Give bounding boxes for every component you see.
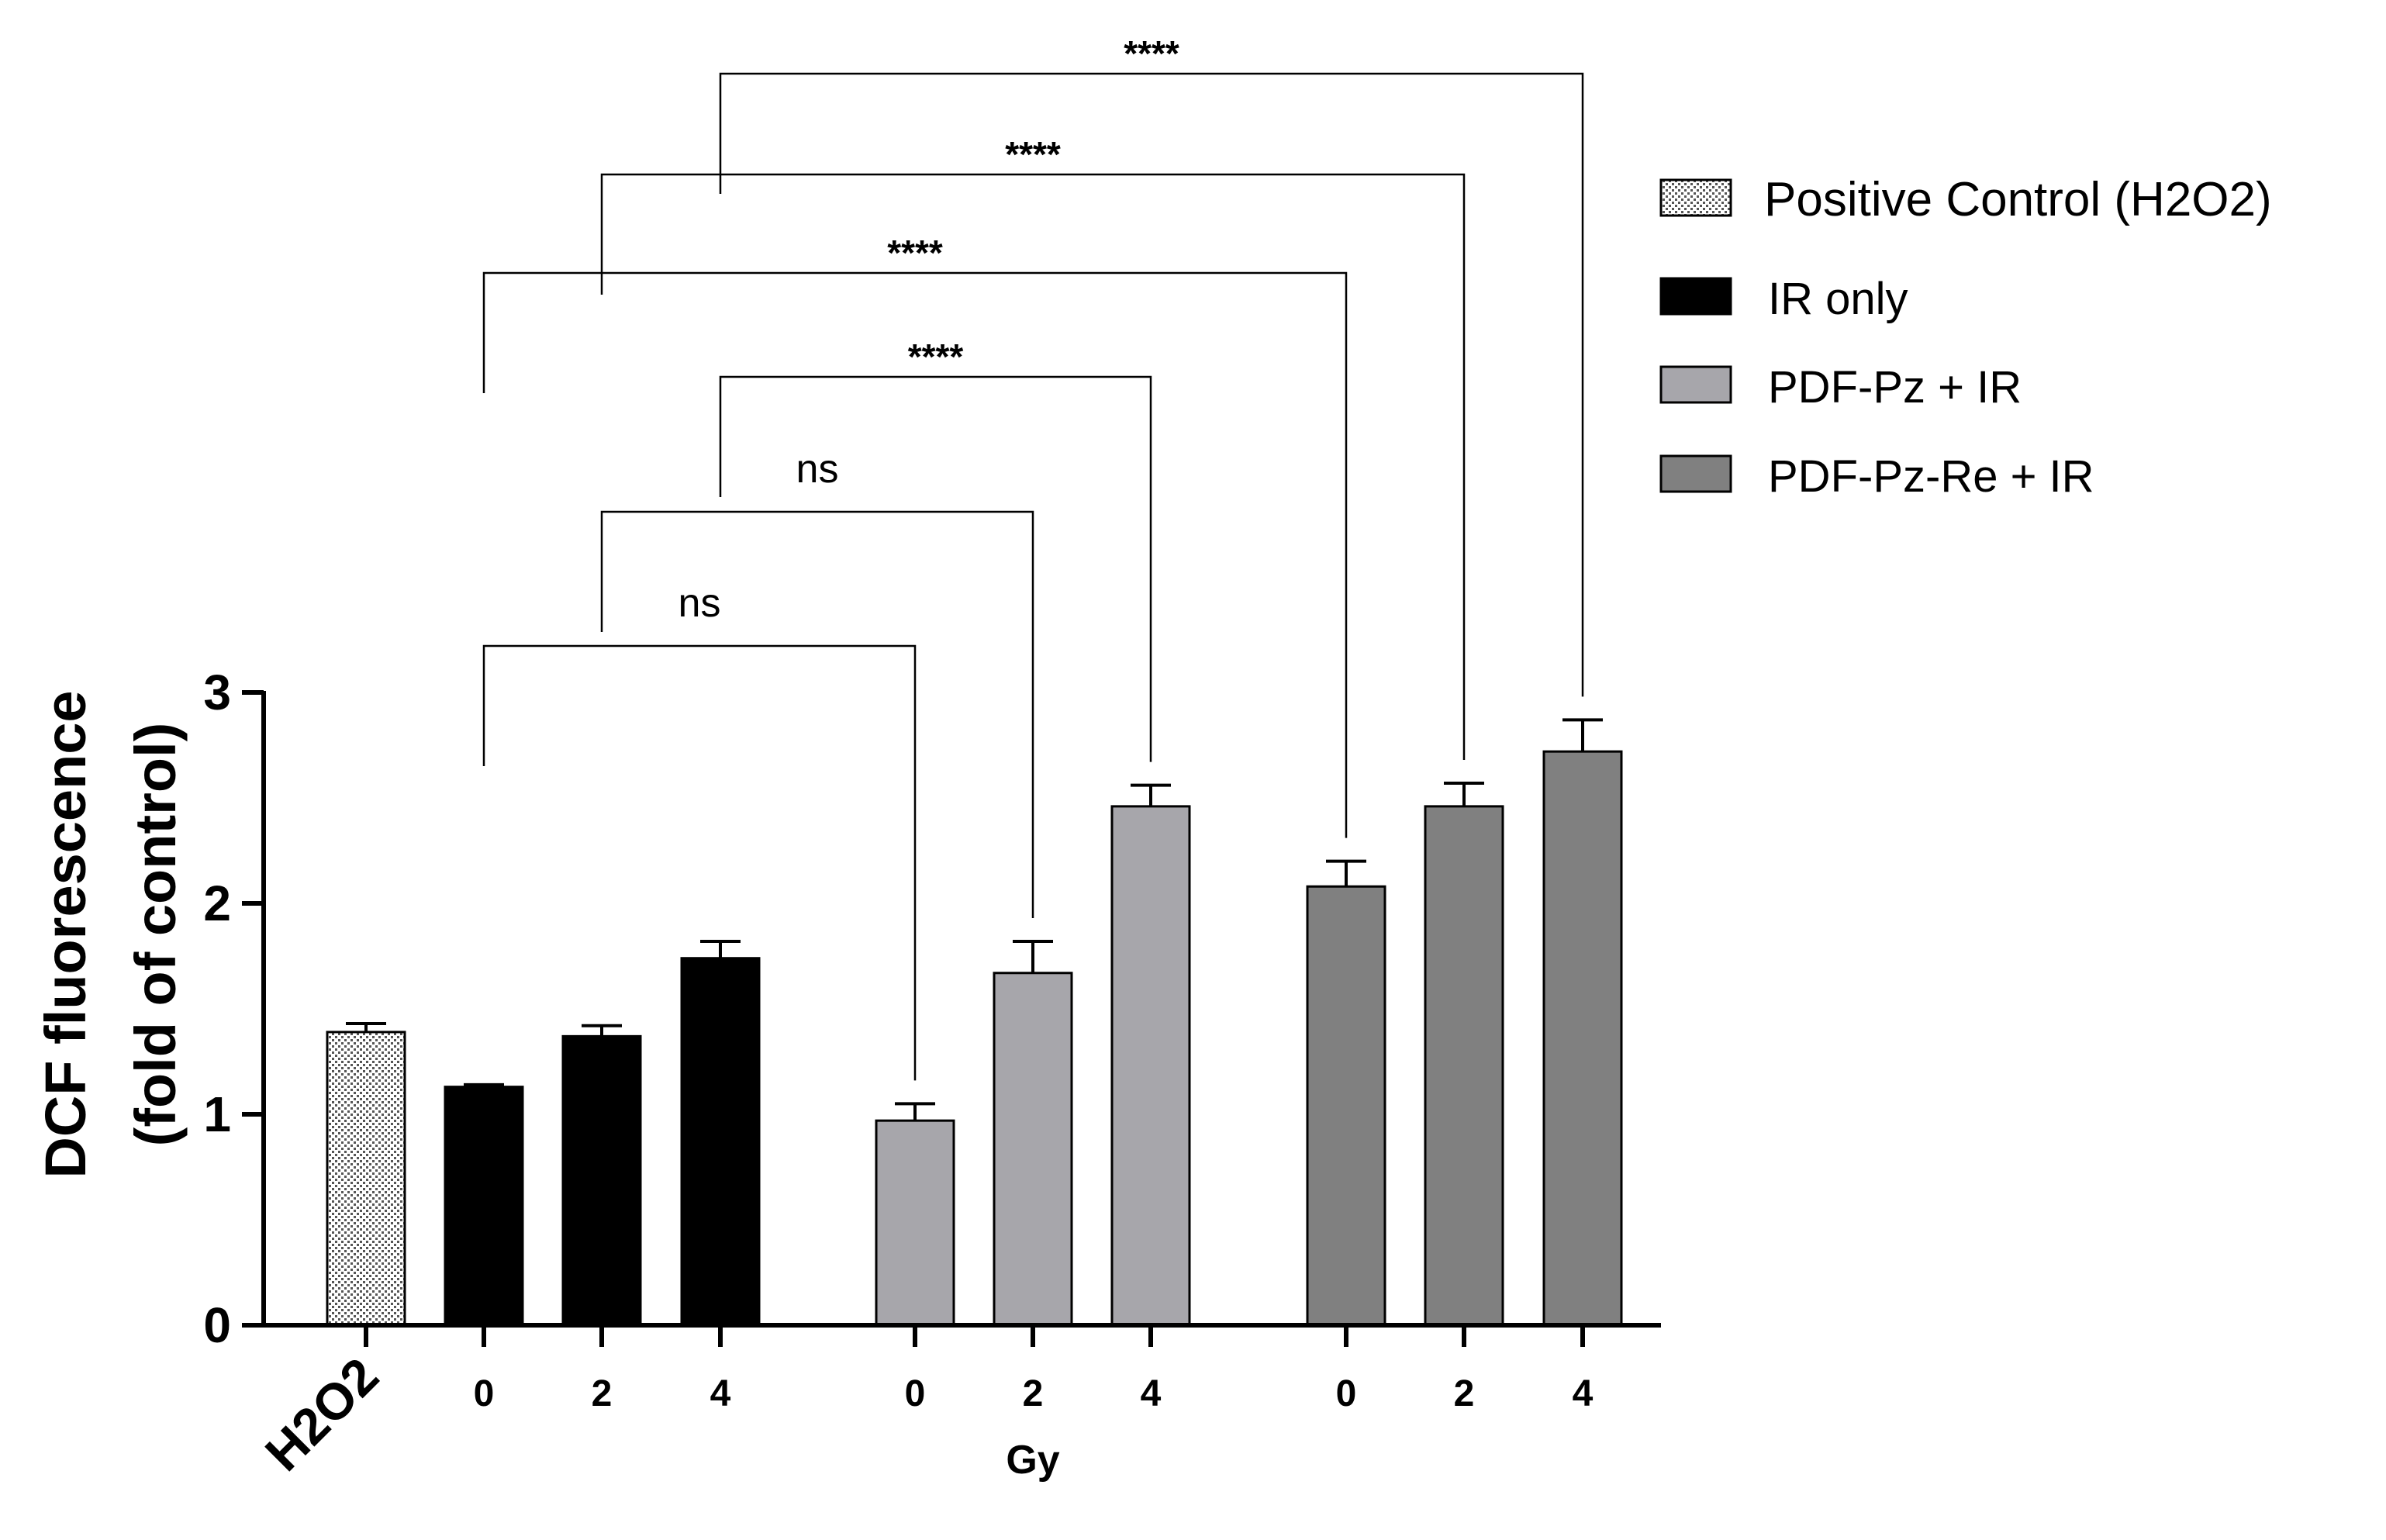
bar	[1424, 805, 1504, 1327]
x-tick-label: 2	[1023, 1373, 1044, 1414]
significance-label: ****	[908, 337, 964, 377]
bar	[444, 1086, 524, 1327]
y-axis-label-line1: DCF fluorescence	[33, 690, 98, 1178]
legend-label: PDF-Pz + IR	[1768, 362, 2022, 413]
legend: Positive Control (H2O2) IR only PDF-Pz + …	[1659, 173, 2272, 502]
x-tick-label: H2O2	[254, 1347, 389, 1482]
significance-bracket	[719, 72, 1584, 697]
legend-swatch	[1659, 178, 1732, 217]
y-axis-label-line2: (fold of control)	[123, 723, 188, 1147]
y-tick-label: 2	[203, 875, 231, 931]
legend-label: Positive Control (H2O2)	[1764, 173, 2272, 226]
bar	[1306, 885, 1386, 1327]
legend-swatch	[1659, 365, 1732, 404]
significance-bracket	[600, 510, 1034, 918]
x-tick-label: 4	[1141, 1373, 1162, 1414]
legend-label: PDF-Pz-Re + IR	[1768, 451, 2094, 502]
x-axis-label: Gy	[1006, 1438, 1059, 1483]
bar	[875, 1119, 955, 1327]
significance-label: ****	[1124, 33, 1179, 74]
y-tick-label: 1	[203, 1086, 231, 1142]
significance-label: ****	[1005, 134, 1061, 174]
x-tick-label: 4	[710, 1373, 731, 1414]
x-tick-label: 4	[1573, 1373, 1594, 1414]
bar	[993, 972, 1073, 1327]
bar	[1110, 805, 1191, 1327]
significance-bracket	[482, 644, 917, 1081]
x-tick-label: 2	[1454, 1373, 1475, 1414]
y-tick-label: 3	[203, 665, 231, 720]
x-tick-label: 2	[592, 1373, 613, 1414]
significance-bracket	[600, 173, 1466, 760]
bar	[680, 957, 761, 1327]
bars	[326, 718, 1623, 1327]
x-tick-label: 0	[474, 1373, 495, 1414]
y-axis-label: DCF fluorescence (fold of control)	[33, 690, 188, 1178]
axes: 0 1 2 3 H2O2 0 2 4 0 2 4 0 2 4 Gy DCF fluorescence (fold…	[33, 665, 1661, 1483]
legend-swatch	[1659, 277, 1732, 316]
significance-label: ns	[796, 447, 839, 492]
x-tick-label: 0	[1336, 1373, 1357, 1414]
x-tick-label: 0	[905, 1373, 926, 1414]
bar	[1542, 750, 1623, 1327]
bar	[561, 1034, 642, 1327]
significance-label: ns	[679, 581, 721, 626]
y-tick-label: 0	[203, 1297, 231, 1353]
significance-bracket	[719, 375, 1152, 762]
legend-swatch	[1659, 454, 1732, 493]
significance-label: ****	[887, 233, 943, 273]
legend-label: IR only	[1768, 274, 1908, 324]
significance-brackets: ns ns **** **** **** ****	[482, 33, 1584, 1081]
significance-bracket	[482, 271, 1348, 838]
bar	[326, 1031, 406, 1327]
